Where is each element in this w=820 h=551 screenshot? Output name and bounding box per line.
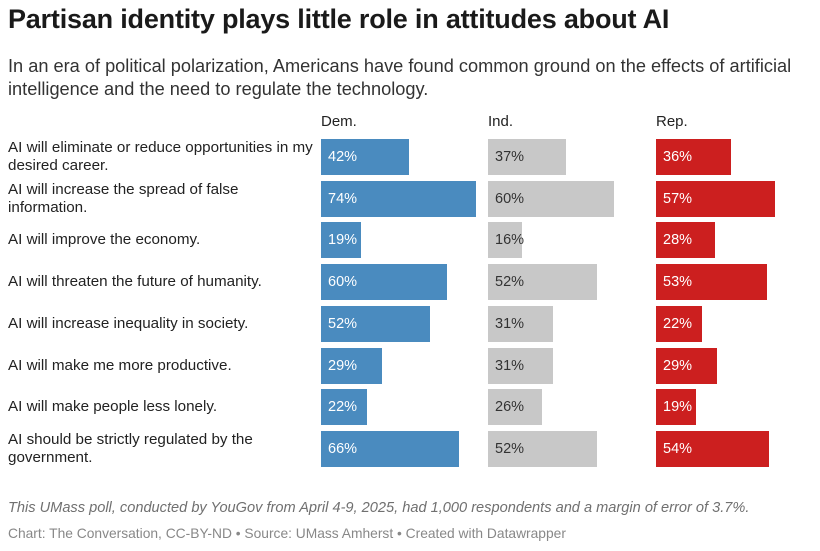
- row-label: AI will increase the spread of false inf…: [8, 181, 239, 216]
- bar-value-label-rep: 28%: [663, 232, 693, 248]
- bar-dem: [321, 306, 430, 342]
- bar-value-label-ind: 37%: [495, 149, 525, 165]
- bar-value-label-dem: 66%: [328, 441, 358, 457]
- bar-value-label-rep: 36%: [663, 149, 693, 165]
- bar-value-label-ind: 52%: [495, 274, 525, 290]
- bar-dem: [321, 264, 447, 300]
- bar-value-label-dem: 74%: [328, 191, 358, 207]
- bar-dem: [321, 348, 382, 384]
- bar-value-label-dem: 52%: [328, 316, 358, 332]
- bar-ind: [488, 264, 597, 300]
- row-label: AI should be strictly regulated by the g…: [8, 431, 253, 466]
- column-header-ind: Ind.: [488, 113, 514, 130]
- row-label: AI will improve the economy.: [8, 231, 201, 248]
- bar-value-label-ind: 26%: [495, 399, 525, 415]
- bar-ind: [488, 181, 614, 217]
- bar-value-label-ind: 52%: [495, 441, 525, 457]
- bar-rep: [656, 306, 702, 342]
- column-header-rep: Rep.: [656, 113, 688, 130]
- bar-rep: [656, 389, 696, 425]
- bar-dem: [321, 222, 361, 258]
- chart-title: Partisan identity plays little role in a…: [8, 4, 670, 34]
- bar-rep: [656, 181, 775, 217]
- chart-note: This UMass poll, conducted by YouGov fro…: [8, 500, 750, 516]
- chart-source: Chart: The Conversation, CC-BY-ND • Sour…: [8, 526, 566, 541]
- bar-value-label-rep: 57%: [663, 191, 693, 207]
- bar-value-label-ind: 60%: [495, 191, 525, 207]
- row-label: AI will threaten the future of humanity.: [8, 273, 262, 290]
- bar-ind: [488, 389, 542, 425]
- row-label: AI will make me more productive.: [8, 357, 232, 374]
- bar-ind: [488, 431, 597, 467]
- bar-value-label-rep: 29%: [663, 358, 693, 374]
- bar-rep: [656, 264, 767, 300]
- row-label: AI will increase inequality in society.: [8, 315, 249, 332]
- bar-value-label-ind: 31%: [495, 358, 525, 374]
- bar-dem: [321, 431, 459, 467]
- bar-value-label-ind: 31%: [495, 316, 525, 332]
- column-header-dem: Dem.: [321, 113, 357, 130]
- bar-dem: [321, 181, 476, 217]
- bar-rep: [656, 139, 731, 175]
- bar-dem: [321, 139, 409, 175]
- bar-value-label-rep: 53%: [663, 274, 693, 290]
- bar-value-label-ind: 16%: [495, 232, 525, 248]
- bar-ind: [488, 348, 553, 384]
- bar-value-label-dem: 42%: [328, 149, 358, 165]
- bar-value-label-rep: 22%: [663, 316, 693, 332]
- bar-ind: [488, 222, 522, 258]
- chart-subtitle: In an era of political polarization, Ame…: [8, 56, 792, 99]
- bar-dem: [321, 389, 367, 425]
- bar-rep: [656, 222, 715, 258]
- bar-value-label-rep: 54%: [663, 441, 693, 457]
- bar-value-label-dem: 22%: [328, 399, 358, 415]
- bar-rep: [656, 348, 717, 384]
- bar-value-label-dem: 29%: [328, 358, 358, 374]
- bar-ind: [488, 139, 566, 175]
- row-label: AI will make people less lonely.: [8, 398, 218, 415]
- bar-rep: [656, 431, 769, 467]
- bar-value-label-rep: 19%: [663, 399, 693, 415]
- row-label: AI will eliminate or reduce opportunitie…: [8, 139, 313, 174]
- bar-value-label-dem: 60%: [328, 274, 358, 290]
- bar-ind: [488, 306, 553, 342]
- bar-value-label-dem: 19%: [328, 232, 358, 248]
